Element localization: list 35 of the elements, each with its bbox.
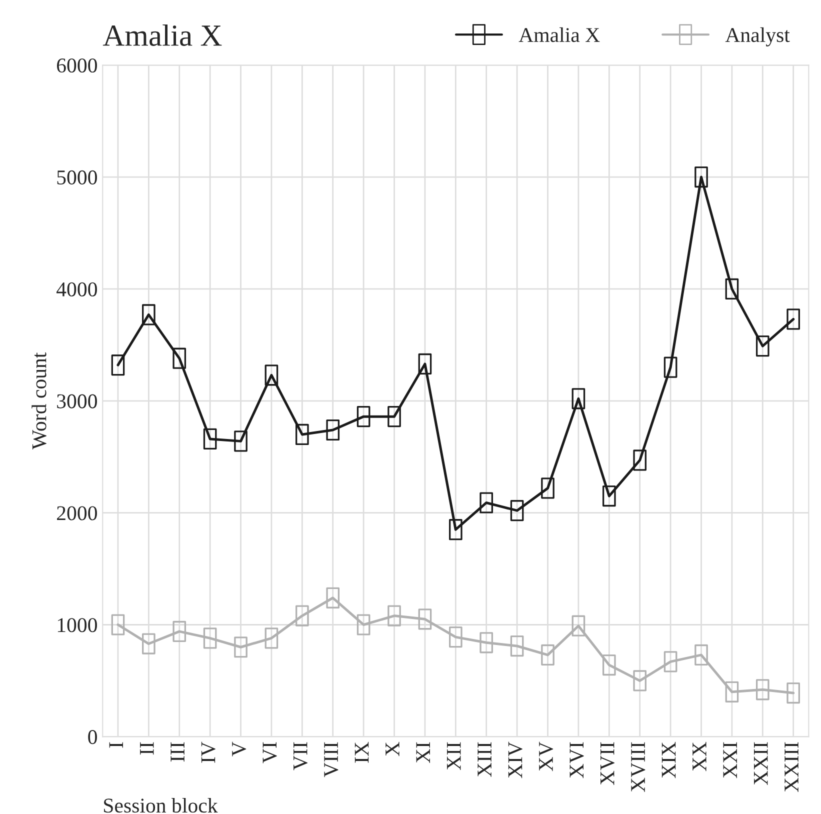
x-tick-label: XX xyxy=(692,742,706,772)
y-tick-label: 6000 xyxy=(56,58,97,73)
x-tick-label: VI xyxy=(262,742,277,764)
x-tick-label: XVII xyxy=(600,742,614,786)
x-tick-label: XXIII xyxy=(784,742,798,792)
x-tick-label: IX xyxy=(354,742,369,763)
x-tick-label: IV xyxy=(201,742,216,763)
chart-title: Amalia X xyxy=(102,24,222,46)
x-tick-label: VII xyxy=(294,742,308,770)
y-tick-label: 4000 xyxy=(56,282,97,296)
y-tick-label: 3000 xyxy=(57,394,97,408)
x-tick-label: XIV xyxy=(508,742,522,778)
y-axis-title: Word count xyxy=(32,352,46,450)
x-tick-label: XVI xyxy=(570,742,584,778)
x-tick-label: III xyxy=(170,742,184,762)
x-tick-label: VIII xyxy=(324,742,338,778)
y-tick-label: 0 xyxy=(88,730,97,744)
y-tick-label: 1000 xyxy=(58,618,97,632)
x-axis-title: Session block xyxy=(104,798,218,813)
x-tick-label: XIII xyxy=(478,742,492,777)
x-tick-label: XXI xyxy=(723,742,737,778)
legend-label: Amalia X xyxy=(518,27,600,42)
x-tick-label: I xyxy=(109,742,123,748)
x-tick-label: XXII xyxy=(754,742,768,786)
x-tick-label: V xyxy=(232,742,246,756)
legend-label: Analyst xyxy=(725,27,790,46)
x-tick-label: XIX xyxy=(662,742,676,778)
x-tick-label: XII xyxy=(447,742,461,770)
x-tick-label: XI xyxy=(416,742,430,764)
x-tick-label: XV xyxy=(539,742,554,772)
x-tick-label: X xyxy=(386,742,400,756)
x-tick-label: XVIII xyxy=(631,742,646,792)
x-tick-label: II xyxy=(140,742,154,755)
y-tick-label: 2000 xyxy=(57,506,97,520)
y-tick-label: 5000 xyxy=(57,170,97,184)
